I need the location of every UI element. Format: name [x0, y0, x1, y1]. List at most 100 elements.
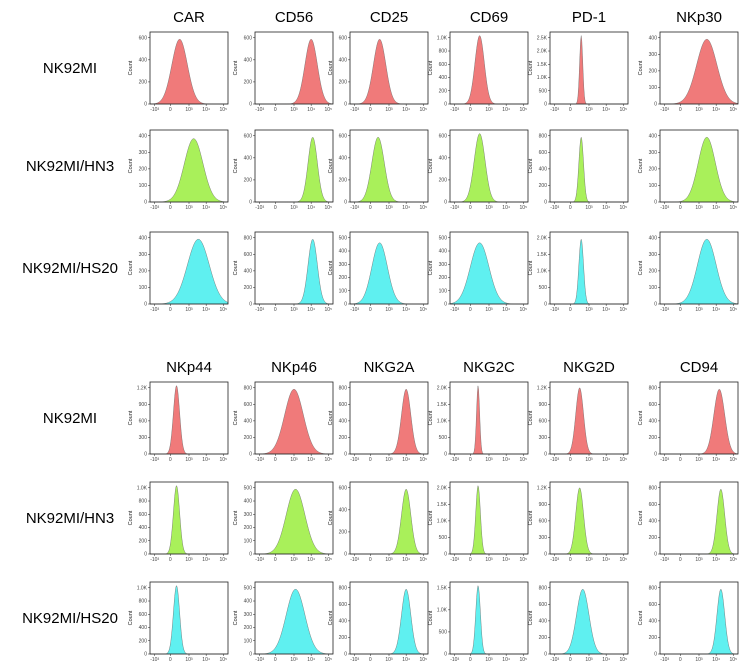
y-tick-label: 200	[244, 285, 253, 291]
y-tick-label: 0	[144, 200, 147, 206]
y-tick-label: 400	[139, 625, 148, 631]
y-tick-label: 500	[439, 630, 448, 636]
y-tick-label: 200	[339, 178, 348, 184]
y-tick-label: 600	[539, 150, 548, 156]
y-axis-label: Count	[428, 158, 434, 173]
y-tick-label: 400	[339, 618, 348, 624]
y-tick-label: 1.2K	[537, 485, 548, 491]
x-tick-label: 0	[169, 107, 172, 113]
y-axis-label: Count	[428, 410, 434, 425]
x-tick-label: 0	[569, 557, 572, 563]
x-tick-label: 10⁵	[619, 657, 627, 663]
y-tick-label: 0	[544, 652, 547, 658]
x-tick-label: -10³	[150, 557, 159, 563]
x-tick-label: 10⁴	[712, 457, 720, 463]
x-tick-label: 10⁵	[219, 557, 227, 563]
y-tick-label: 200	[139, 268, 148, 274]
x-tick-label: 0	[369, 557, 372, 563]
x-tick-label: -10³	[660, 205, 669, 211]
y-tick-label: 500	[539, 88, 548, 94]
histogram-peak	[660, 38, 739, 105]
y-tick-label: 400	[139, 525, 148, 531]
x-tick-label: 10³	[585, 307, 593, 313]
y-tick-label: 0	[344, 452, 347, 458]
row-label: NK92MI/HN3	[26, 510, 114, 527]
histogram-peak	[550, 589, 628, 655]
y-tick-label: 600	[139, 35, 148, 41]
x-tick-label: 0	[169, 205, 172, 211]
x-tick-label: 10⁴	[202, 205, 210, 211]
x-tick-label: 10⁵	[519, 657, 527, 663]
y-tick-label: 600	[139, 512, 148, 518]
x-tick-label: 10³	[485, 657, 493, 663]
x-tick-label: 10⁵	[324, 457, 332, 463]
y-axis-label: Count	[638, 158, 644, 173]
x-tick-label: -10³	[255, 657, 264, 663]
x-tick-label: -10³	[450, 205, 459, 211]
y-axis-label: Count	[428, 60, 434, 75]
y-axis-label: Count	[528, 410, 534, 425]
x-tick-label: 10⁴	[502, 457, 510, 463]
histogram-peak	[660, 589, 739, 655]
x-tick-label: 10³	[385, 457, 393, 463]
x-tick-label: 10⁵	[729, 457, 737, 463]
x-tick-label: 0	[569, 657, 572, 663]
x-tick-label: 10⁴	[602, 307, 610, 313]
x-tick-label: 0	[469, 205, 472, 211]
x-tick-label: -10³	[350, 107, 359, 113]
x-tick-label: 10⁵	[324, 557, 332, 563]
y-tick-label: 2.0K	[537, 49, 548, 55]
y-tick-label: 200	[649, 535, 658, 541]
y-tick-label: 0	[144, 452, 147, 458]
x-tick-label: 10⁴	[307, 657, 315, 663]
x-tick-label: 10³	[185, 657, 193, 663]
x-tick-label: 10³	[695, 557, 703, 563]
x-tick-label: 0	[274, 457, 277, 463]
x-tick-label: 10³	[290, 205, 298, 211]
x-tick-label: 10⁵	[619, 205, 627, 211]
y-axis-label: Count	[638, 410, 644, 425]
y-tick-label: 800	[649, 485, 658, 491]
x-tick-label: 10⁵	[619, 307, 627, 313]
x-tick-label: 0	[169, 457, 172, 463]
y-tick-label: 200	[649, 166, 658, 172]
y-tick-label: 0	[654, 102, 657, 108]
y-tick-label: 100	[649, 285, 658, 291]
histogram-peak	[660, 388, 739, 455]
y-tick-label: 500	[439, 435, 448, 441]
histogram-peak	[350, 589, 428, 655]
x-tick-label: 10⁵	[619, 457, 627, 463]
y-tick-label: 100	[649, 85, 658, 91]
x-tick-label: 10³	[385, 205, 393, 211]
x-tick-label: 0	[274, 307, 277, 313]
y-tick-label: 800	[139, 499, 148, 505]
x-tick-label: 10⁴	[202, 557, 210, 563]
x-tick-label: -10³	[150, 307, 159, 313]
row-label: NK92MI/HS20	[22, 260, 118, 277]
y-tick-label: 600	[539, 518, 548, 524]
y-tick-label: 200	[339, 530, 348, 536]
y-tick-label: 200	[439, 88, 448, 94]
x-tick-label: 0	[569, 107, 572, 113]
y-tick-label: 200	[339, 635, 348, 641]
x-tick-label: 10⁵	[324, 205, 332, 211]
histogram-peak	[550, 35, 628, 105]
y-tick-label: 500	[539, 285, 548, 291]
column-title: CD25	[370, 9, 408, 26]
y-tick-label: 800	[539, 133, 548, 139]
x-tick-label: -10³	[150, 657, 159, 663]
y-tick-label: 600	[244, 402, 253, 408]
x-tick-label: -10³	[450, 657, 459, 663]
x-tick-label: 0	[469, 657, 472, 663]
y-tick-label: 0	[344, 302, 347, 308]
y-tick-label: 300	[139, 435, 148, 441]
y-tick-label: 600	[439, 133, 448, 139]
y-tick-label: 200	[139, 80, 148, 86]
